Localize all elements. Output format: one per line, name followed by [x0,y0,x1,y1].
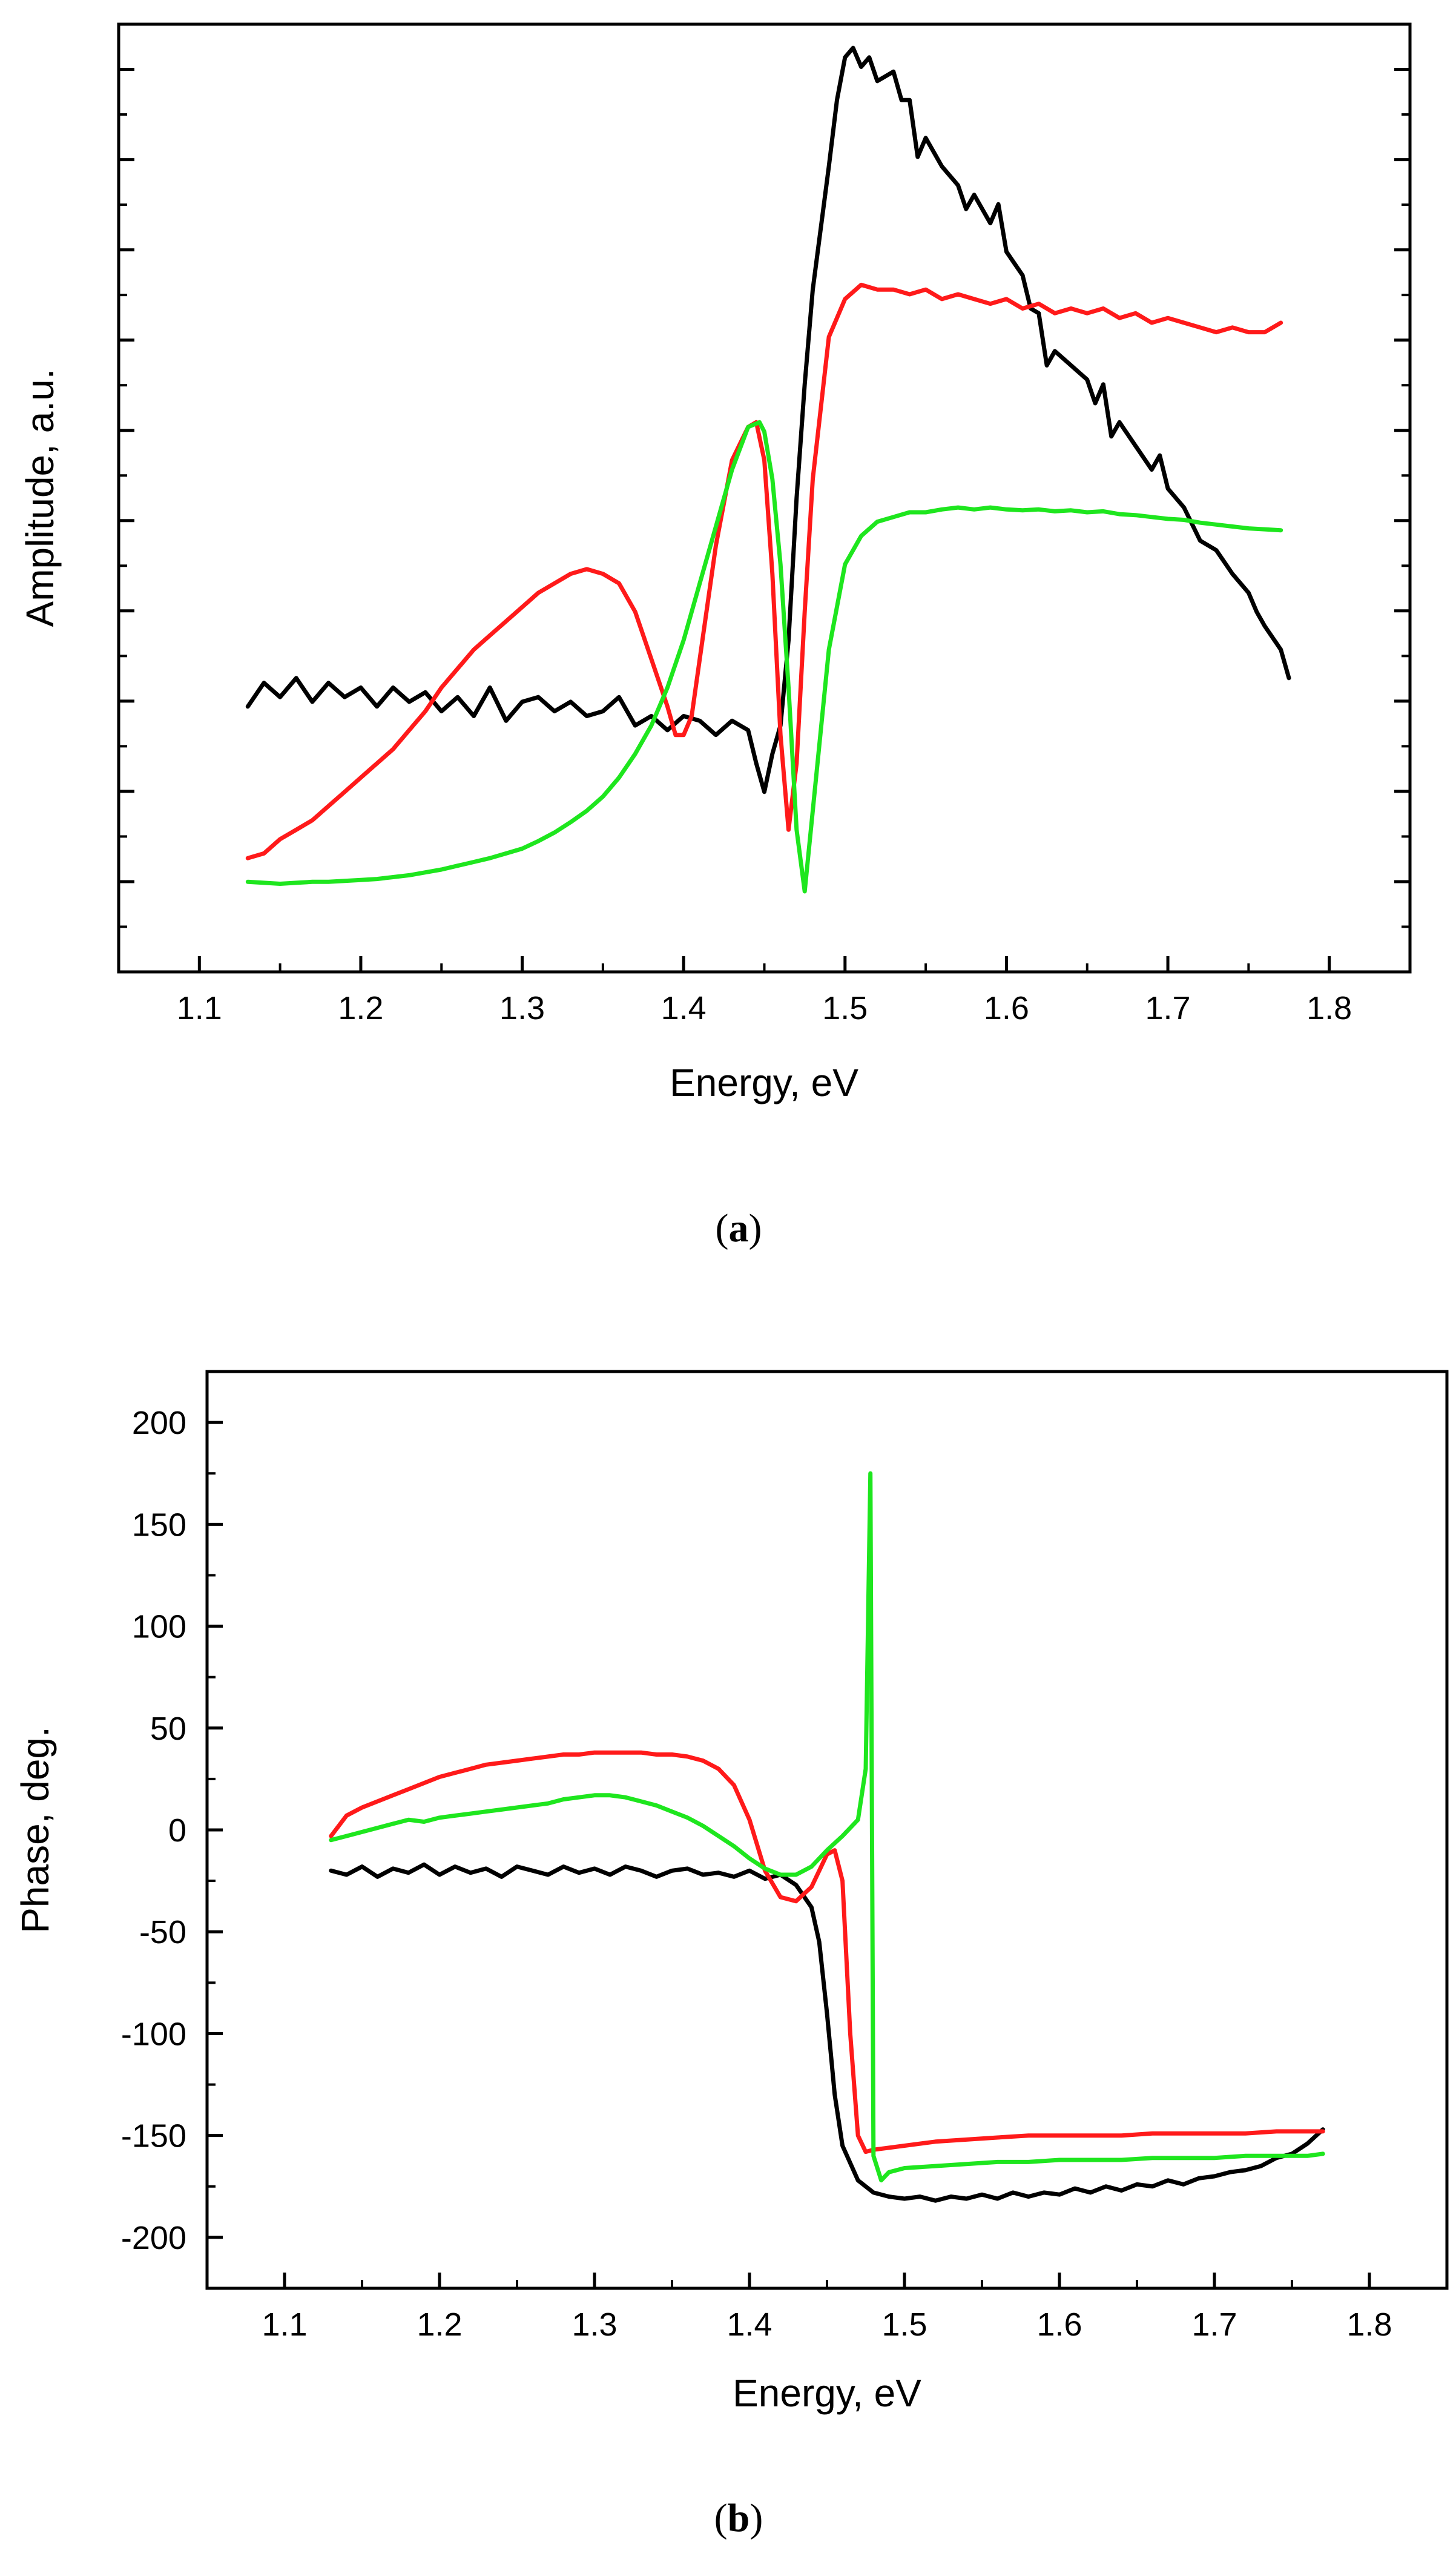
panel-a-x-tick-label: 1.1 [177,990,222,1026]
panel-a-caption-open: ( [716,1206,729,1250]
panel-b-y-axis-title: Phase, deg. [13,1726,57,1933]
panel-b-caption: (b) [714,2496,763,2540]
panel-b-x-tick-label: 1.2 [417,2306,462,2343]
panel-a-x-tick-label: 1.7 [1145,990,1191,1026]
panel-b-ticks [207,1421,1371,2288]
panel-b-x-tick-labels: 1.1 1.2 1.3 1.4 1.5 1.6 1.7 1.8 [262,2306,1392,2343]
panel-a-series-red [245,282,1283,860]
panel-a-series-layer [245,45,1291,894]
panel-a-x-tick-label: 1.8 [1306,990,1352,1026]
panel-b-series-green [329,1471,1325,2183]
panel-b-y-tick-label: 0 [168,1812,186,1849]
panel-b-x-tick-label: 1.4 [726,2306,772,2343]
panel-a-series-green [245,420,1283,894]
panel-a-x-tick-label: 1.2 [338,990,383,1026]
panel-b-caption-close: ) [749,2496,763,2540]
panel-b-x-tick-label: 1.7 [1191,2306,1237,2343]
panel-b-x-tick-label: 1.1 [262,2306,307,2343]
panel-a-x-tick-label: 1.5 [822,990,868,1026]
panel-b-x-tick-label: 1.6 [1036,2306,1082,2343]
panel-b-y-tick-label: -50 [139,1914,186,1950]
panel-b-chart: 1.1 1.2 1.3 1.4 1.5 1.6 1.7 1.8 -200 -150 -100 -50… [13,1370,1449,2540]
panel-b-series-red [329,1750,1325,2154]
panel-b-x-tick-label: 1.3 [572,2306,617,2343]
panel-b-series-layer [329,1471,1325,2203]
panel-a-caption-letter: a [729,1206,749,1250]
panel-b-y-tick-label: 50 [150,1711,186,1747]
panel-b-caption-letter: b [728,2496,750,2540]
panel-b-y-tick-label: 150 [132,1507,186,1543]
panel-a-x-tick-label: 1.3 [499,990,545,1026]
panel-b-x-tick-label: 1.5 [881,2306,927,2343]
panel-a-caption-close: ) [749,1206,762,1250]
panel-b-series-black [329,1862,1325,2203]
panel-b-x-axis-title: Energy, eV [733,2371,921,2415]
panel-a-caption: (a) [716,1206,762,1250]
panel-b-caption-open: ( [714,2496,728,2540]
panel-a-series-black [245,45,1291,794]
panel-b-y-tick-label: -200 [121,2220,186,2256]
panel-b-y-tick-label: 100 [132,1609,186,1645]
panel-a-x-tick-label: 1.4 [661,990,707,1026]
panel-b-y-tick-label: 200 [132,1405,186,1441]
panel-a-x-tick-labels: 1.1 1.2 1.3 1.4 1.5 1.6 1.7 1.8 [177,990,1352,1026]
panel-a-ticks [119,68,1410,972]
panel-b-y-tick-label: -100 [121,2016,186,2052]
panel-b-x-tick-label: 1.8 [1346,2306,1392,2343]
panel-b-y-tick-labels: -200 -150 -100 -50 0 50 100 150 200 [121,1405,186,2256]
panel-a-x-tick-label: 1.6 [984,990,1029,1026]
panel-a-chart: 1.1 1.2 1.3 1.4 1.5 1.6 1.7 1.8 Energy, eV Ampl… [18,22,1412,1250]
panel-a-y-axis-title: Amplitude, a.u. [18,369,62,627]
panel-b-y-tick-label: -150 [121,2118,186,2154]
panel-a-x-axis-title: Energy, eV [670,1061,858,1104]
